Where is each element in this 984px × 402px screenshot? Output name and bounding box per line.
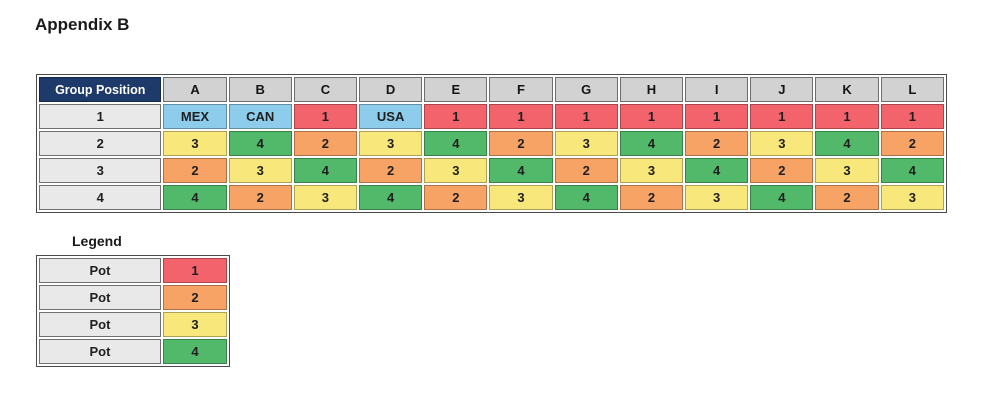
column-header-D: D xyxy=(359,77,423,102)
legend-label: Pot xyxy=(39,285,161,310)
page-title: Appendix B xyxy=(35,15,130,34)
pot-cell: 1 xyxy=(750,104,814,129)
pot-cell: 2 xyxy=(880,131,944,156)
legend-label: Pot xyxy=(39,258,161,283)
pot-cell: 2 xyxy=(815,185,879,210)
legend-label: Pot xyxy=(39,339,161,364)
pot-cell: 4 xyxy=(489,158,553,183)
column-header-L: L xyxy=(880,77,944,102)
legend-swatch: 4 xyxy=(163,339,227,364)
pot-cell: 4 xyxy=(685,158,749,183)
pot-cell: USA xyxy=(359,104,423,129)
pot-cell: MEX xyxy=(163,104,227,129)
pot-cell: 3 xyxy=(880,185,944,210)
pot-cell: 3 xyxy=(619,158,684,183)
pot-cell: 2 xyxy=(554,158,618,183)
column-header-J: J xyxy=(750,77,814,102)
pot-cell: 2 xyxy=(228,185,292,210)
pot-cell: 4 xyxy=(163,185,227,210)
pot-cell: CAN xyxy=(228,104,292,129)
group-position-table: Group Position A B C D E F G H I J K L 1 MEX CAN 1 USA 1 1… xyxy=(36,74,947,213)
legend-row: Pot 2 xyxy=(39,285,227,310)
header-row: Group Position A B C D E F G H I J K L xyxy=(39,77,944,102)
legend-swatch: 3 xyxy=(163,312,227,337)
row-label: 4 xyxy=(39,185,162,210)
pot-cell: 3 xyxy=(685,185,749,210)
legend-label: Pot xyxy=(39,312,161,337)
column-header-K: K xyxy=(815,77,879,102)
column-header-C: C xyxy=(293,77,358,102)
legend-title: Legend xyxy=(72,233,122,249)
pot-cell: 2 xyxy=(424,185,488,210)
legend-row: Pot 1 xyxy=(39,258,227,283)
pot-cell: 2 xyxy=(359,158,423,183)
column-header-H: H xyxy=(619,77,684,102)
pot-cell: 4 xyxy=(424,131,488,156)
pot-cell: 4 xyxy=(228,131,292,156)
legend-swatch: 1 xyxy=(163,258,227,283)
pot-cell: 2 xyxy=(489,131,553,156)
pot-cell: 3 xyxy=(815,158,879,183)
pot-cell: 3 xyxy=(489,185,553,210)
pot-cell: 2 xyxy=(293,131,358,156)
corner-header-group-position: Group Position xyxy=(39,77,162,102)
pot-cell: 1 xyxy=(815,104,879,129)
pot-cell: 3 xyxy=(424,158,488,183)
row-label: 2 xyxy=(39,131,162,156)
pot-cell: 2 xyxy=(685,131,749,156)
pot-cell: 3 xyxy=(554,131,618,156)
pot-cell: 1 xyxy=(424,104,488,129)
pot-cell: 3 xyxy=(228,158,292,183)
legend-table: Pot 1 Pot 2 Pot 3 Pot 4 xyxy=(36,255,230,367)
column-header-G: G xyxy=(554,77,618,102)
pot-cell: 2 xyxy=(619,185,684,210)
pot-cell: 4 xyxy=(880,158,944,183)
pot-cell: 1 xyxy=(685,104,749,129)
pot-cell: 3 xyxy=(293,185,358,210)
column-header-B: B xyxy=(228,77,292,102)
pot-cell: 4 xyxy=(750,185,814,210)
pot-cell: 3 xyxy=(359,131,423,156)
legend-table-body: Pot 1 Pot 2 Pot 3 Pot 4 xyxy=(39,258,227,364)
pot-cell: 4 xyxy=(359,185,423,210)
pot-cell: 4 xyxy=(619,131,684,156)
row-label: 1 xyxy=(39,104,162,129)
column-header-A: A xyxy=(163,77,227,102)
pot-cell: 1 xyxy=(554,104,618,129)
row-label: 3 xyxy=(39,158,162,183)
pot-cell: 2 xyxy=(163,158,227,183)
pot-cell: 3 xyxy=(163,131,227,156)
pot-cell: 4 xyxy=(554,185,618,210)
column-header-I: I xyxy=(685,77,749,102)
pot-cell: 2 xyxy=(750,158,814,183)
legend-row: Pot 4 xyxy=(39,339,227,364)
pot-cell: 3 xyxy=(750,131,814,156)
main-table-head: Group Position A B C D E F G H I J K L xyxy=(39,77,944,102)
column-header-E: E xyxy=(424,77,488,102)
pot-cell: 1 xyxy=(489,104,553,129)
table-row-position-1: 1 MEX CAN 1 USA 1 1 1 1 1 1 1 1 xyxy=(39,104,944,129)
pot-cell: 1 xyxy=(880,104,944,129)
legend-swatch: 2 xyxy=(163,285,227,310)
pot-cell: 4 xyxy=(815,131,879,156)
main-table-body: 1 MEX CAN 1 USA 1 1 1 1 1 1 1 1 2 3 4 2 3 4 2 3 4 2 3 4 2 3 2 3 4 2 3 4 2… xyxy=(39,104,944,210)
legend-row: Pot 3 xyxy=(39,312,227,337)
pot-cell: 4 xyxy=(293,158,358,183)
pot-cell: 1 xyxy=(293,104,358,129)
column-header-F: F xyxy=(489,77,553,102)
pot-cell: 1 xyxy=(619,104,684,129)
